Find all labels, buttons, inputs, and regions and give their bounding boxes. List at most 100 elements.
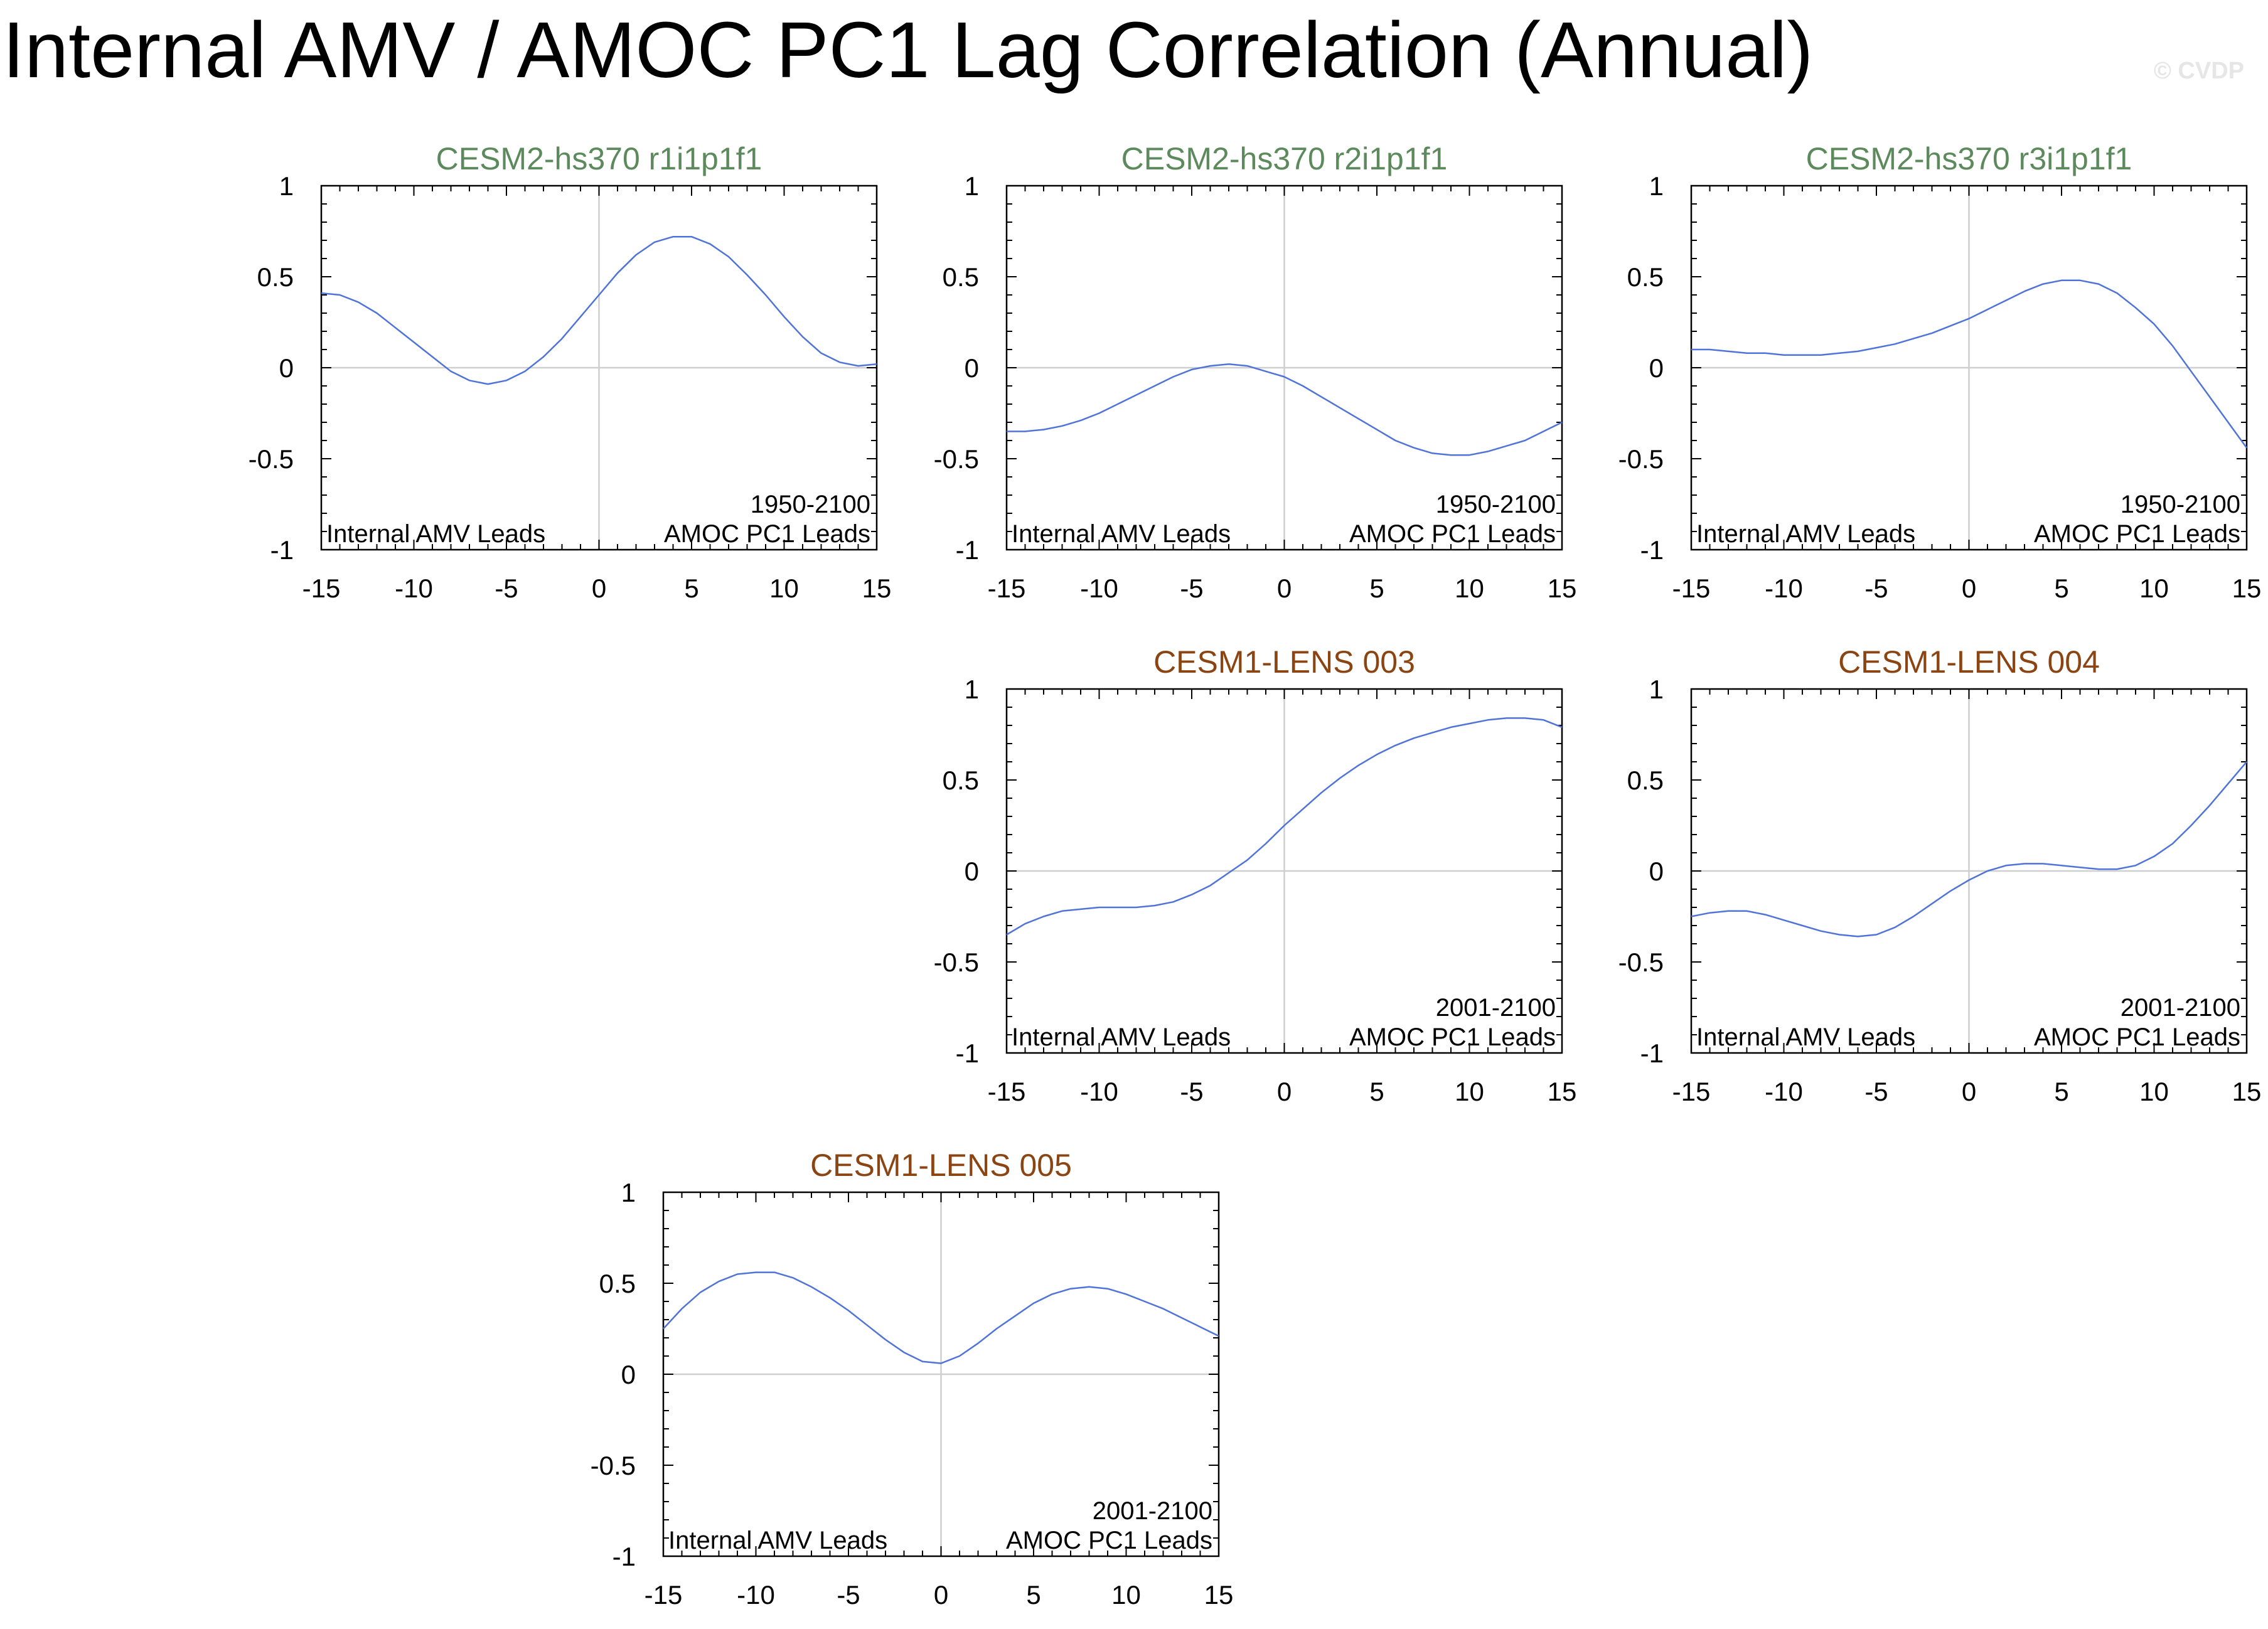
x-tick-label: 10: [2139, 574, 2169, 603]
y-tick-label: 0.5: [1627, 766, 1664, 795]
x-tick-label: -15: [645, 1580, 683, 1610]
left-lead-label: Internal AMV Leads: [668, 1527, 887, 1554]
x-tick-label: -15: [988, 574, 1026, 603]
right-lead-label: AMOC PC1 Leads: [2034, 1023, 2240, 1051]
x-tick-label: 15: [2232, 1077, 2262, 1106]
x-tick-label: 15: [862, 574, 892, 603]
panel-title: CESM2-hs370 r2i1p1f1: [1121, 141, 1448, 176]
page-title: Internal AMV / AMOC PC1 Lag Correlation …: [3, 6, 1814, 94]
period-label: 1950-2100: [751, 491, 870, 518]
correlation-series-line: [1006, 717, 1563, 936]
correlation-series-line: [321, 235, 877, 385]
y-tick-label: -1: [612, 1542, 636, 1571]
y-tick-label: 0.5: [1627, 262, 1664, 292]
y-tick-label: -0.5: [934, 948, 979, 977]
x-tick-label: -10: [1765, 1077, 1803, 1106]
y-tick-label: -0.5: [934, 444, 979, 474]
right-lead-label: AMOC PC1 Leads: [1349, 1023, 1556, 1051]
chart-panel-6: -15 -10 -5 0 5 10 15 -1 -0.5 0 0.5 1 CESM1-LENS 005 2…: [591, 1148, 1234, 1610]
x-tick-label: 0: [592, 574, 606, 603]
x-tick-label: -5: [1180, 574, 1203, 603]
y-tick-label: -0.5: [1618, 948, 1664, 977]
period-label: 2001-2100: [2121, 994, 2240, 1022]
x-tick-label: -5: [495, 574, 518, 603]
x-tick-label: 10: [1111, 1580, 1141, 1610]
y-tick-label: -1: [956, 535, 979, 565]
chart-panel-5: -15 -10 -5 0 5 10 15 -1 -0.5 0 0.5 1 CESM1-LENS 004 2…: [1618, 644, 2262, 1106]
y-tick-label: 0: [1649, 857, 1664, 886]
chart-panel-1: -15 -10 -5 0 5 10 15 -1 -0.5 0 0.5 1 CESM2-hs370 r1i…: [249, 141, 892, 603]
x-tick-label: 5: [1369, 574, 1384, 603]
y-tick-label: -1: [956, 1039, 979, 1068]
panel-title: CESM1-LENS 004: [1838, 644, 2100, 680]
panel-title: CESM1-LENS 005: [810, 1148, 1072, 1183]
y-tick-label: 0: [965, 353, 979, 383]
y-tick-label: 0: [965, 857, 979, 886]
x-tick-label: 5: [1369, 1077, 1384, 1106]
x-tick-label: -15: [988, 1077, 1026, 1106]
chart-panel-3: -15 -10 -5 0 5 10 15 -1 -0.5 0 0.5 1 CESM2-hs370 r3i…: [1618, 141, 2262, 603]
x-tick-label: -10: [395, 574, 433, 603]
left-lead-label: Internal AMV Leads: [1696, 1023, 1915, 1051]
y-tick-label: 0.5: [257, 262, 294, 292]
x-tick-label: 15: [1548, 574, 1577, 603]
chart-panel-4: -15 -10 -5 0 5 10 15 -1 -0.5 0 0.5 1 CESM1-LENS 003 2…: [934, 644, 1577, 1106]
right-lead-label: AMOC PC1 Leads: [1349, 520, 1556, 548]
left-lead-label: Internal AMV Leads: [326, 520, 545, 548]
right-lead-label: AMOC PC1 Leads: [1006, 1527, 1212, 1554]
x-tick-label: 0: [1277, 1077, 1292, 1106]
correlation-series-line: [1691, 279, 2248, 449]
correlation-series-line: [663, 1271, 1219, 1364]
y-tick-label: -0.5: [1618, 444, 1664, 474]
x-tick-label: -15: [1672, 574, 1711, 603]
x-tick-label: 5: [2054, 574, 2068, 603]
y-tick-label: 0: [621, 1360, 636, 1389]
x-tick-label: -5: [1864, 574, 1888, 603]
x-tick-label: 15: [2232, 574, 2262, 603]
x-tick-label: 5: [684, 574, 698, 603]
y-tick-label: -1: [1640, 535, 1664, 565]
x-tick-label: -10: [1765, 574, 1803, 603]
right-lead-label: AMOC PC1 Leads: [664, 520, 870, 548]
x-tick-label: -10: [1080, 1077, 1118, 1106]
left-lead-label: Internal AMV Leads: [1012, 520, 1231, 548]
y-tick-label: -1: [1640, 1039, 1664, 1068]
x-tick-label: 10: [769, 574, 799, 603]
chart-panel-2: -15 -10 -5 0 5 10 15 -1 -0.5 0 0.5 1 CESM2-hs370 r2i…: [934, 141, 1577, 603]
x-tick-label: 0: [1962, 1077, 1976, 1106]
y-tick-label: -1: [270, 535, 294, 565]
x-tick-label: 10: [1455, 1077, 1484, 1106]
x-tick-label: -5: [837, 1580, 860, 1610]
y-tick-label: 1: [621, 1178, 636, 1207]
correlation-series-line: [1691, 761, 2247, 937]
x-tick-label: 15: [1548, 1077, 1577, 1106]
y-tick-label: 0.5: [943, 262, 979, 292]
x-tick-label: 0: [934, 1580, 948, 1610]
y-tick-label: -0.5: [249, 444, 294, 474]
x-tick-label: 10: [1455, 574, 1484, 603]
period-label: 1950-2100: [2121, 491, 2240, 518]
y-tick-label: 1: [279, 171, 294, 201]
x-tick-label: 0: [1277, 574, 1292, 603]
y-tick-label: 0.5: [943, 766, 979, 795]
x-tick-label: -15: [1672, 1077, 1711, 1106]
left-lead-label: Internal AMV Leads: [1696, 520, 1915, 548]
x-tick-label: -10: [1080, 574, 1118, 603]
x-tick-label: -15: [302, 574, 341, 603]
period-label: 2001-2100: [1436, 994, 1556, 1022]
x-tick-label: 5: [1026, 1580, 1040, 1610]
panel-title: CESM2-hs370 r1i1p1f1: [436, 141, 762, 176]
x-tick-label: 10: [2139, 1077, 2169, 1106]
x-tick-label: -5: [1864, 1077, 1888, 1106]
y-tick-label: 0: [279, 353, 294, 383]
y-tick-label: 0: [1649, 353, 1664, 383]
y-tick-label: 1: [965, 171, 979, 201]
period-label: 2001-2100: [1093, 1497, 1212, 1525]
x-tick-label: 0: [1962, 574, 1976, 603]
panel-title: CESM2-hs370 r3i1p1f1: [1806, 141, 2132, 176]
x-tick-label: 15: [1204, 1580, 1234, 1610]
x-tick-label: -5: [1180, 1077, 1203, 1106]
x-tick-label: 5: [2054, 1077, 2068, 1106]
y-tick-label: 1: [1649, 675, 1664, 704]
right-lead-label: AMOC PC1 Leads: [2034, 520, 2240, 548]
